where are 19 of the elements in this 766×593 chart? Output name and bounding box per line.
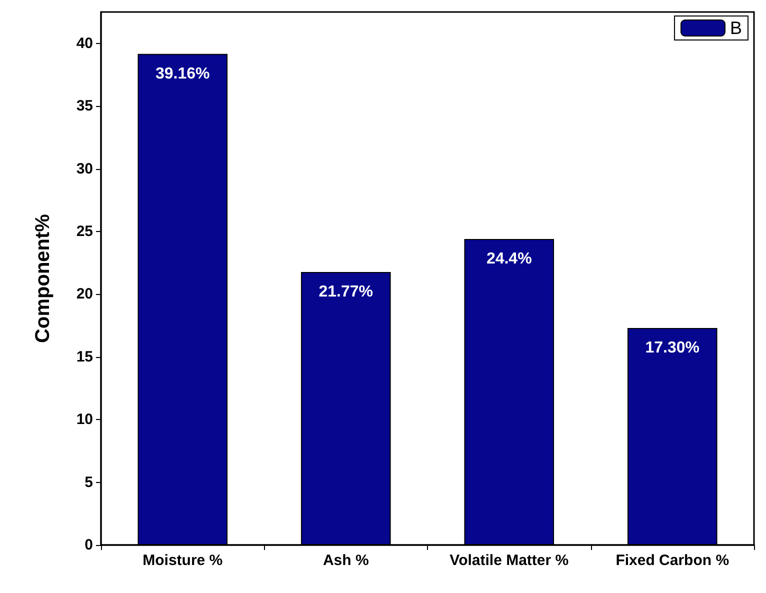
y-tick-label: 15 [76,348,93,366]
y-tick-label: 10 [76,411,93,428]
legend-label: B [730,18,742,38]
y-tick-label: 40 [76,34,93,52]
y-tick-label: 0 [84,536,93,554]
y-tick-label: 30 [76,160,93,178]
x-tick-label: Volatile Matter % [450,552,569,569]
data-label: 21.77% [318,283,374,300]
y-tick-label: 35 [76,98,93,115]
x-tick-label: Fixed Carbon % [616,552,730,569]
y-axis-title: Component% [32,214,54,343]
data-label: 39.16% [155,65,210,82]
y-tick-label: 20 [76,286,93,303]
data-label: 17.30% [645,340,700,357]
y-tick-label: 25 [76,222,93,240]
data-label: 24.4% [486,250,532,268]
x-tick-label: Moisture % [142,552,223,569]
x-tick-label: Ash % [322,552,369,569]
y-tick-label: 5 [84,474,93,491]
